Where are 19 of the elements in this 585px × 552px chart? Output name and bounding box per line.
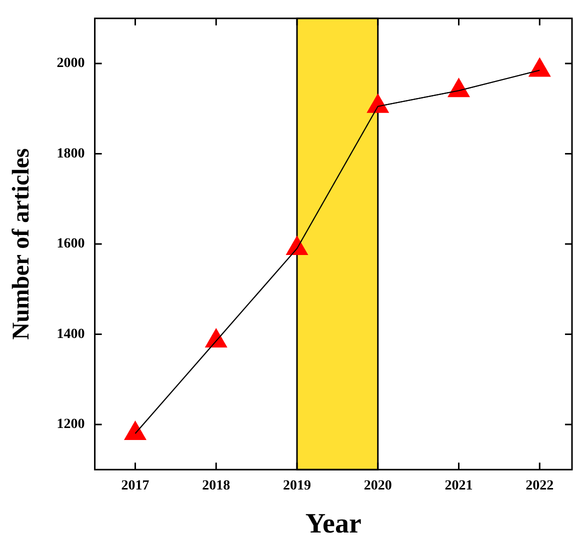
y-tick-label: 1600 xyxy=(56,236,85,252)
point xyxy=(124,421,146,440)
point xyxy=(205,328,228,348)
point xyxy=(366,94,389,113)
x-tick-label: 2020 xyxy=(364,478,392,494)
y-tick-label: 1800 xyxy=(56,146,85,162)
point xyxy=(448,78,470,98)
x-tick-label: 2018 xyxy=(202,478,230,494)
x-tick-label: 2017 xyxy=(121,478,150,494)
point xyxy=(528,58,551,77)
y-tick-label: 1200 xyxy=(56,417,85,432)
point xyxy=(286,236,308,256)
x-tick-label: 2021 xyxy=(444,478,473,494)
y-tick-label: 1400 xyxy=(56,326,85,342)
x-axis-title: Year xyxy=(305,508,362,540)
x-tick-label: 2019 xyxy=(283,478,312,494)
x-tick-label: 2022 xyxy=(526,478,554,494)
y-axis-title: Number of articles xyxy=(8,148,35,340)
y-tick-label: 2000 xyxy=(56,56,85,72)
